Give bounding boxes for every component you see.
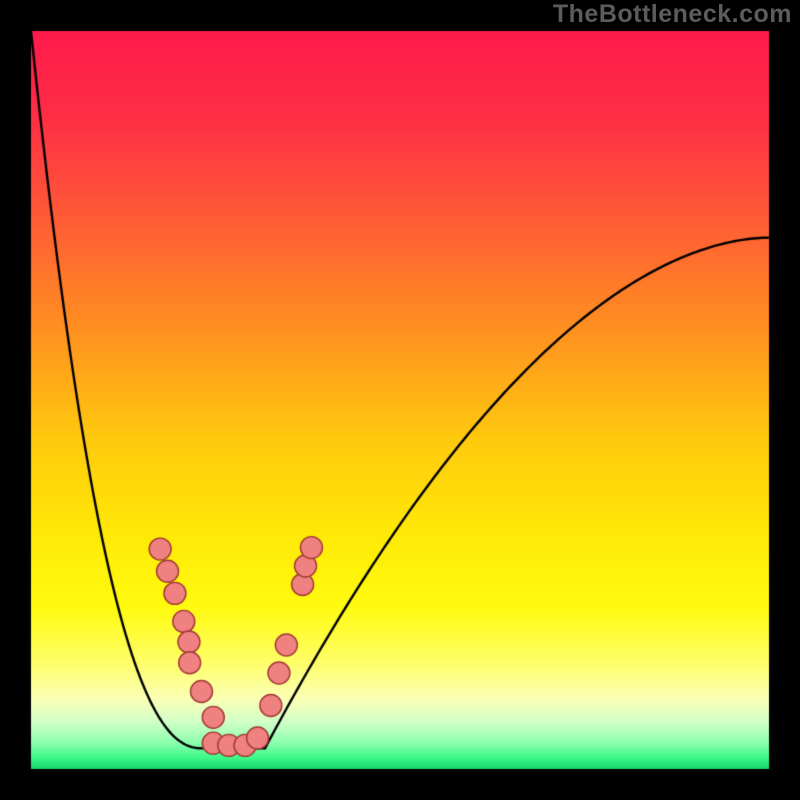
chart-canvas [0,0,800,800]
chart-stage: TheBottleneck.com [0,0,800,800]
watermark-text: TheBottleneck.com [553,0,792,29]
